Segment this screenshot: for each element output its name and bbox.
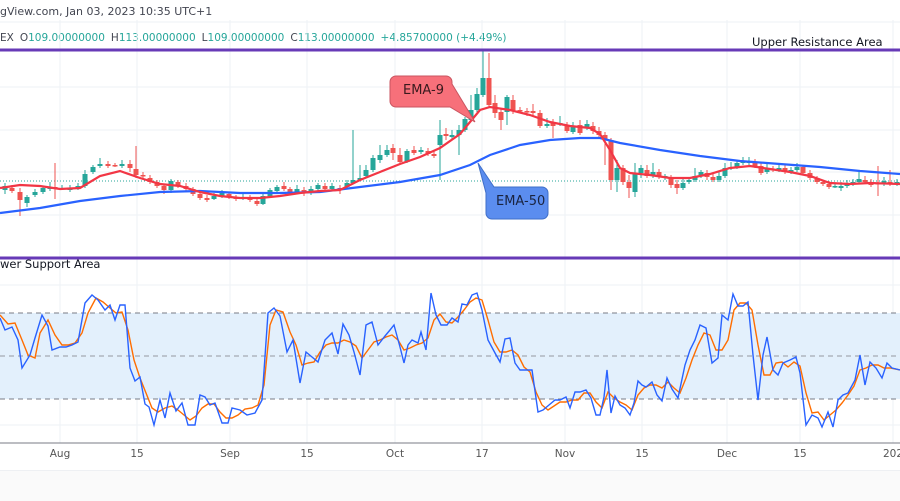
- ema-50-line: [0, 136, 900, 215]
- stochastic-k-line: [0, 291, 900, 429]
- x-axis-tick-label: Dec: [716, 448, 738, 460]
- chart-canvas[interactable]: [0, 0, 900, 470]
- x-axis-tick-label: 15: [130, 448, 144, 460]
- upper-resistance-label: Upper Resistance Area: [752, 35, 883, 49]
- ema-9-line: [0, 105, 900, 200]
- ohlc-high: H113.00000000: [110, 32, 196, 44]
- x-axis-tick-label: Sep: [220, 448, 240, 460]
- x-axis-tick-label: Oct: [385, 448, 405, 460]
- stochastic-band: [0, 312, 900, 400]
- x-axis-tick-label: Aug: [49, 448, 71, 460]
- ohlc-change: +4.85700000 (+4.49%): [380, 32, 507, 44]
- symbol-suffix: EX: [0, 32, 14, 44]
- ema-9-label: EMA-9: [403, 83, 444, 98]
- x-axis-tick-label: 15: [635, 448, 649, 460]
- ohlc-close: C113.00000000: [290, 32, 375, 44]
- x-axis: Aug 15 Sep 15 Oct 17 Nov 15 Dec 15 202: [0, 448, 900, 464]
- footer-bar: [0, 470, 900, 501]
- ohlc-open: O109.00000000: [19, 32, 105, 44]
- ohlc-legend: EX O109.00000000 H113.00000000 L109.0000000…: [0, 32, 512, 44]
- ema-50-callout: [477, 162, 549, 220]
- ema-9-callout: [389, 75, 476, 123]
- stochastic-d-line: [0, 297, 900, 422]
- ohlc-low: L109.00000000: [201, 32, 285, 44]
- chart-source-header: gView.com, Jan 03, 2023 10:35 UTC+1: [0, 5, 213, 18]
- x-axis-tick-label: 15: [300, 448, 314, 460]
- x-axis-tick-label: Nov: [554, 448, 576, 460]
- ema-50-label: EMA-50: [496, 194, 546, 209]
- x-axis-tick-label: 202: [882, 448, 900, 460]
- x-axis-tick-label: 17: [475, 448, 489, 460]
- lower-support-label: wer Support Area: [0, 257, 101, 271]
- x-axis-tick-label: 15: [793, 448, 807, 460]
